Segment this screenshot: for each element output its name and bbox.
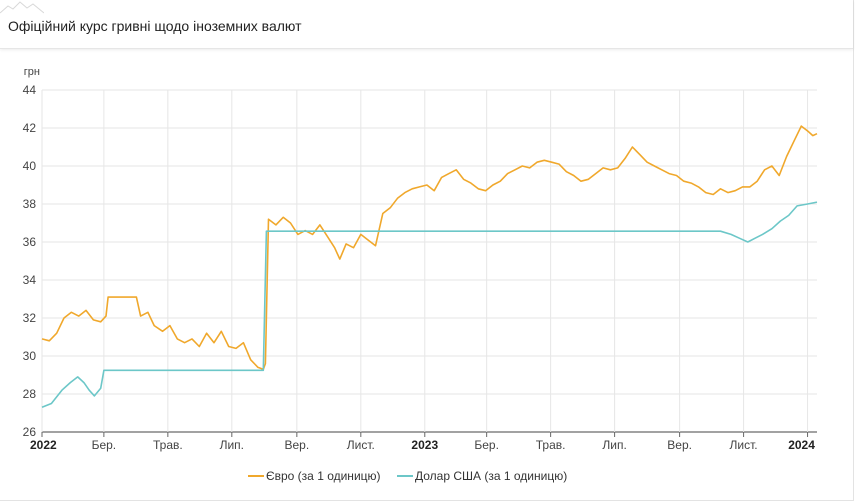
legend: Євро (за 1 одиницю) Долар США (за 1 одини… — [248, 469, 567, 483]
x-tick-label: Трав. — [153, 438, 183, 452]
legend-label: Євро (за 1 одиницю) — [266, 469, 381, 483]
y-tick-label: 42 — [23, 121, 37, 135]
card-header: Офіційний курс гривні щодо іноземних вал… — [0, 0, 853, 49]
x-tick-label: Трав. — [536, 438, 566, 452]
x-tick-label: Лип. — [220, 438, 244, 452]
mountain-logo-icon — [0, 1, 44, 14]
x-tick-label: 2024 — [788, 438, 815, 452]
grid — [41, 89, 817, 433]
legend-label: Долар США (за 1 одиницю) — [415, 469, 567, 483]
x-tick-label: Вер. — [284, 438, 309, 452]
x-tick-label: Лист. — [730, 438, 758, 452]
y-tick-label: 38 — [23, 197, 37, 211]
x-tick-label: Бер. — [474, 438, 499, 452]
y-axis-label: грн — [24, 66, 40, 78]
y-tick-label: 26 — [23, 425, 37, 439]
y-tick-label: 30 — [23, 349, 37, 363]
y-tick-label: 28 — [23, 387, 37, 401]
y-tick-label: 32 — [23, 311, 37, 325]
x-tick-label: Лист. — [347, 438, 375, 452]
y-tick-label: 34 — [23, 273, 37, 287]
x-tick-label: 2022 — [30, 438, 57, 452]
y-axis-ticks: 26 28 30 32 34 36 38 40 42 44 — [23, 83, 37, 439]
chart-title: Офіційний курс гривні щодо іноземних вал… — [8, 18, 302, 34]
series-lines — [41, 125, 818, 409]
x-axis-ticks: 2022 Бер. Трав. Лип. Вер. Лист. 2023 Бер. Трав. Л… — [30, 432, 815, 452]
x-tick-label: Вер. — [667, 438, 692, 452]
x-tick-label: Лип. — [602, 438, 626, 452]
x-tick-label: Бер. — [92, 438, 117, 452]
y-tick-label: 44 — [23, 83, 37, 97]
y-tick-label: 36 — [23, 235, 37, 249]
series-line-0 — [41, 125, 818, 371]
x-tick-label: 2023 — [411, 438, 438, 452]
series-line-1 — [41, 201, 818, 409]
y-tick-label: 40 — [23, 159, 37, 173]
